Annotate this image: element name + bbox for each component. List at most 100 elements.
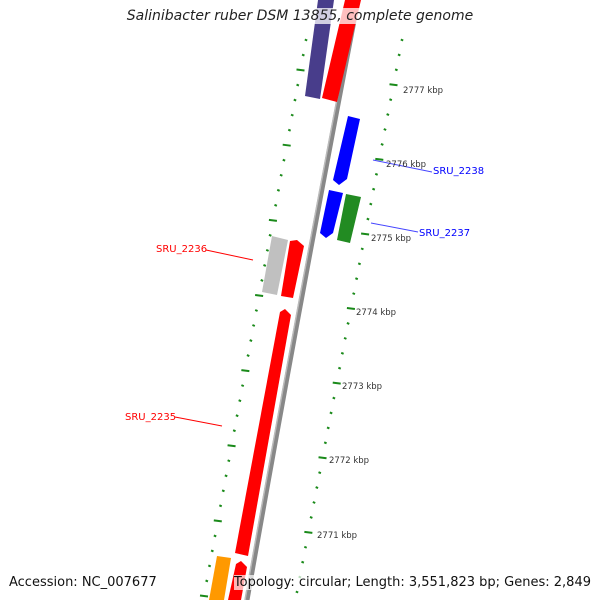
- ruler-minor-tick: [295, 590, 299, 594]
- gene-red-small[interactable]: [281, 240, 304, 298]
- label-line-sru2235: [174, 416, 223, 427]
- ruler-minor-tick: [227, 459, 231, 463]
- ruler-minor-tick: [323, 441, 327, 445]
- ruler-major-tick: [213, 519, 222, 523]
- gene-sru2237-blue[interactable]: [320, 190, 343, 238]
- ruler-ticks: [199, 38, 404, 598]
- ruler-major-tick: [241, 369, 250, 373]
- ruler-minor-tick: [290, 113, 294, 117]
- ruler-minor-tick: [303, 545, 308, 549]
- ruler-minor-tick: [369, 202, 373, 206]
- ruler-minor-tick: [265, 248, 269, 252]
- ruler-major-tick: [199, 594, 209, 598]
- ruler-minor-tick: [315, 486, 319, 489]
- gene-sru2236[interactable]: [262, 236, 288, 295]
- ruler-minor-tick: [263, 263, 267, 267]
- ruler-minor-tick: [312, 501, 316, 504]
- gene-green[interactable]: [337, 194, 361, 243]
- ruler-minor-tick: [268, 233, 272, 237]
- ruler-minor-tick: [252, 324, 256, 327]
- ruler-major-tick: [389, 83, 398, 87]
- gene-label-sru2236[interactable]: SRU_2236: [156, 244, 207, 255]
- ruler-minor-tick: [296, 83, 300, 87]
- ruler-minor-tick: [360, 247, 364, 251]
- ruler-major-tick: [375, 157, 384, 161]
- ruler-major-tick: [304, 530, 313, 534]
- gene-label-sru2235[interactable]: SRU_2235: [125, 412, 176, 423]
- ruler-minor-tick: [205, 579, 209, 583]
- ruler-minor-tick: [389, 98, 393, 102]
- genome-summary: Topology: circular; Length: 3,551,823 bp…: [233, 575, 591, 590]
- ruler-minor-tick: [383, 128, 387, 131]
- ruler-minor-tick: [340, 351, 344, 355]
- gene-sru2235[interactable]: [235, 309, 291, 556]
- ruler-minor-tick: [274, 203, 278, 207]
- ruler-minor-tick: [357, 262, 362, 266]
- gene-label-sru2238[interactable]: SRU_2238: [433, 166, 484, 177]
- ruler-label: 2771 kbp: [317, 531, 357, 541]
- ruler-minor-tick: [260, 279, 264, 282]
- label-line-sru2237: [370, 222, 419, 233]
- ruler-major-tick: [227, 444, 236, 448]
- ruler-minor-tick: [207, 564, 212, 568]
- ruler-minor-tick: [276, 188, 281, 192]
- ruler-minor-tick: [304, 38, 308, 42]
- ruler-minor-tick: [235, 414, 239, 418]
- ruler-label: 2772 kbp: [329, 456, 369, 466]
- ruler-minor-tick: [337, 366, 342, 370]
- ruler-minor-tick: [254, 309, 258, 312]
- ruler-minor-tick: [346, 322, 350, 325]
- label-line-sru2238: [372, 159, 433, 173]
- ruler-label: 2776 kbp: [386, 160, 426, 170]
- ruler-minor-tick: [279, 173, 283, 177]
- label-line-sru2236: [205, 249, 254, 261]
- gene-label-sru2237[interactable]: SRU_2237: [419, 228, 470, 239]
- ruler-minor-tick: [210, 549, 214, 553]
- ruler-major-tick: [346, 307, 356, 311]
- ruler-major-tick: [296, 68, 305, 72]
- ruler-minor-tick: [249, 339, 253, 342]
- ruler-minor-tick: [282, 158, 286, 162]
- ruler-minor-tick: [352, 292, 356, 296]
- gene-orange[interactable]: [209, 556, 231, 600]
- ruler-minor-tick: [400, 38, 404, 42]
- ruler-minor-tick: [246, 354, 250, 357]
- ruler-minor-tick: [343, 336, 347, 340]
- ruler-label: 2774 kbp: [356, 308, 396, 318]
- ruler-minor-tick: [380, 143, 384, 146]
- genome-backbone: [244, 0, 361, 600]
- ruler-minor-tick: [318, 471, 322, 475]
- ruler-minor-tick: [287, 128, 292, 132]
- ruler-minor-tick: [397, 53, 401, 57]
- map-title: Salinibacter ruber DSM 13855, complete g…: [0, 8, 600, 24]
- ruler-minor-tick: [355, 277, 359, 281]
- ruler-major-tick: [360, 232, 370, 236]
- ruler-minor-tick: [232, 429, 236, 433]
- ruler-major-tick: [268, 218, 278, 222]
- ruler-minor-tick: [213, 534, 217, 538]
- map-title-text: Salinibacter ruber DSM 13855, complete g…: [124, 8, 476, 24]
- ruler-minor-tick: [372, 187, 376, 191]
- ruler-minor-tick: [218, 504, 223, 508]
- ruler-minor-tick: [241, 384, 245, 388]
- ruler-minor-tick: [309, 515, 313, 519]
- ruler-minor-tick: [394, 68, 398, 72]
- accession-text: Accession: NC_007677: [9, 575, 157, 590]
- gene-sru2238[interactable]: [333, 116, 360, 185]
- ruler-minor-tick: [332, 396, 336, 400]
- ruler-label: 2773 kbp: [342, 382, 382, 392]
- gene-red-top[interactable]: [322, 0, 361, 102]
- ruler-minor-tick: [301, 53, 305, 57]
- ruler-major-tick: [318, 456, 327, 460]
- ruler-minor-tick: [386, 113, 390, 117]
- gene-purple[interactable]: [305, 0, 334, 99]
- ruler-minor-tick: [224, 474, 228, 478]
- ruler-minor-tick: [329, 411, 333, 415]
- ruler-major-tick: [255, 293, 264, 297]
- ruler-minor-tick: [366, 217, 370, 221]
- ruler-minor-tick: [326, 426, 330, 430]
- ruler-label: 2777 kbp: [403, 86, 443, 96]
- ruler-minor-tick: [293, 98, 297, 102]
